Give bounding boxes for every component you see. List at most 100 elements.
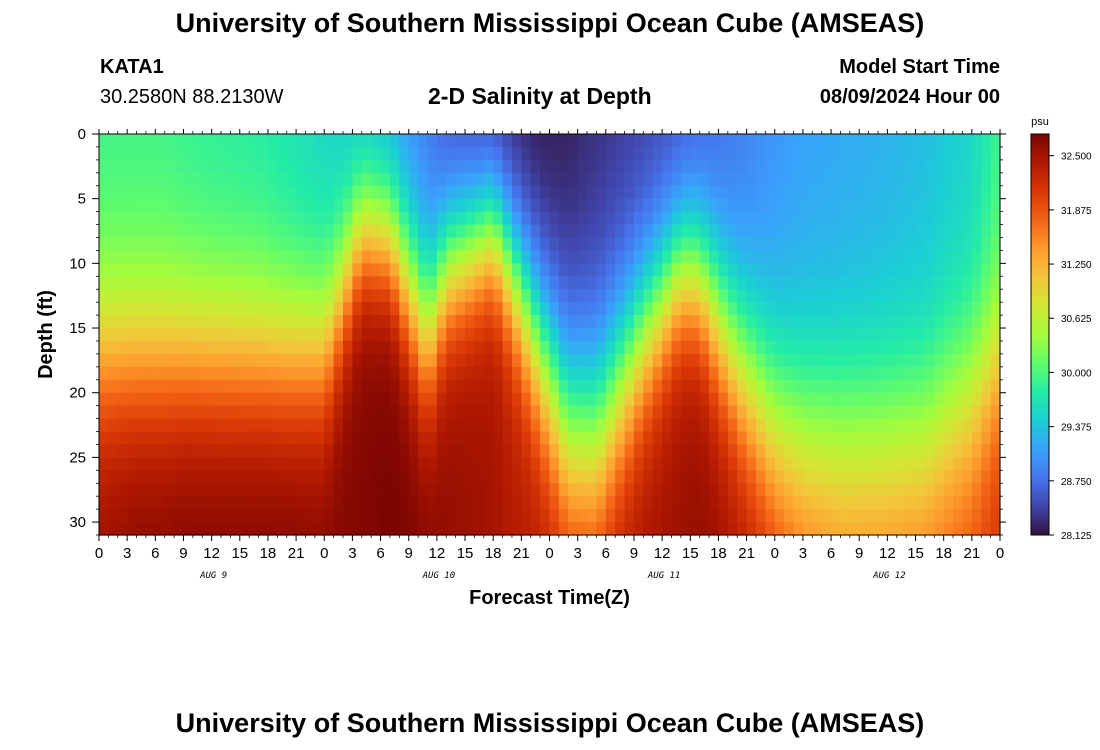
heatmap-cell [633, 198, 644, 213]
heatmap-cell [793, 522, 804, 536]
heatmap-cell [849, 289, 860, 303]
heatmap-cell [849, 172, 860, 187]
heatmap-cell [267, 276, 278, 290]
heatmap-cell [427, 185, 438, 200]
heatmap-cell [943, 289, 954, 303]
heatmap-cell [774, 328, 785, 342]
heatmap-cell [868, 328, 879, 342]
heatmap-cell [155, 224, 166, 239]
heatmap-cell [511, 250, 522, 264]
heatmap-cell [943, 509, 954, 523]
heatmap-cell [718, 340, 729, 355]
heatmap-cell [174, 289, 185, 303]
heatmap-cell [296, 302, 307, 316]
heatmap-cell [924, 146, 935, 161]
heatmap-cell [465, 289, 476, 303]
heatmap-cell [455, 315, 466, 329]
heatmap-cell [699, 509, 710, 523]
heatmap-cell [962, 276, 973, 290]
heatmap-cell [99, 146, 109, 161]
heatmap-cell [652, 496, 663, 510]
heatmap-cell [943, 418, 954, 433]
heatmap-cell [418, 328, 429, 342]
heatmap-cell [192, 237, 203, 252]
heatmap-cell [296, 366, 307, 381]
heatmap-cell [793, 211, 804, 226]
heatmap-cell [558, 470, 569, 484]
heatmap-cell [624, 263, 635, 277]
heatmap-cell [953, 237, 964, 252]
heatmap-cell [990, 340, 1001, 355]
heatmap-cell [446, 418, 457, 433]
heatmap-cell [117, 134, 128, 148]
heatmap-cell [427, 172, 438, 187]
heatmap-cell [474, 392, 485, 407]
heatmap-cell [521, 418, 532, 433]
heatmap-cell [361, 146, 372, 161]
heatmap-cell [624, 340, 635, 355]
heatmap-cell [183, 483, 194, 497]
heatmap-cell [755, 328, 766, 342]
colorbar-tick-label: 29.375 [1061, 423, 1092, 434]
heatmap-cell [211, 366, 222, 381]
heatmap-cell [887, 134, 898, 148]
heatmap-cell [408, 431, 419, 446]
heatmap-cell [718, 185, 729, 200]
heatmap-cell [267, 185, 278, 200]
x-tick-label: 3 [348, 545, 356, 562]
heatmap-cell [418, 340, 429, 355]
heatmap-cell [709, 379, 720, 394]
heatmap-cell [990, 470, 1001, 484]
heatmap-cell [718, 405, 729, 420]
heatmap-cell [906, 418, 917, 433]
heatmap-cell [605, 431, 616, 446]
heatmap-cell [568, 159, 579, 174]
heatmap-cell [324, 470, 335, 484]
heatmap-cell [690, 509, 701, 523]
heatmap-cell [896, 418, 907, 433]
heatmap-cell [389, 276, 400, 290]
heatmap-cell [202, 302, 213, 316]
heatmap-cell [821, 353, 832, 368]
heatmap-cell [455, 496, 466, 510]
heatmap-cell [990, 134, 1001, 148]
heatmap-cell [877, 483, 888, 497]
heatmap-cell [540, 340, 551, 355]
heatmap-cell [361, 224, 372, 239]
heatmap-cell [230, 289, 241, 303]
heatmap-cell [239, 159, 250, 174]
heatmap-cell [774, 522, 785, 536]
heatmap-cell [868, 289, 879, 303]
heatmap-cell [784, 224, 795, 239]
heatmap-cell [671, 509, 682, 523]
heatmap-cell [793, 405, 804, 420]
heatmap-cell [192, 353, 203, 368]
heatmap-cell [906, 198, 917, 213]
heatmap-cell [174, 340, 185, 355]
heatmap-cell [483, 509, 494, 523]
heatmap-cell [652, 302, 663, 316]
heatmap-cell [127, 172, 138, 187]
heatmap-cell [943, 444, 954, 458]
heatmap-cell [145, 250, 156, 264]
heatmap-cell [915, 353, 926, 368]
heatmap-cell [418, 315, 429, 329]
heatmap-cell [333, 198, 344, 213]
heatmap-cell [305, 185, 316, 200]
heatmap-cell [446, 159, 457, 174]
heatmap-cell [371, 250, 382, 264]
heatmap-cell [164, 470, 175, 484]
heatmap-cell [296, 315, 307, 329]
x-tick-label: 21 [288, 545, 305, 562]
heatmap-cell [230, 224, 241, 239]
heatmap-cell [915, 134, 926, 148]
heatmap-cell [343, 237, 354, 252]
heatmap-cell [596, 340, 607, 355]
heatmap-cell [145, 198, 156, 213]
heatmap-cell [849, 457, 860, 471]
heatmap-cell [962, 483, 973, 497]
heatmap-cell [352, 185, 363, 200]
heatmap-cell [924, 328, 935, 342]
heatmap-cell [164, 159, 175, 174]
heatmap-cell [99, 431, 109, 446]
